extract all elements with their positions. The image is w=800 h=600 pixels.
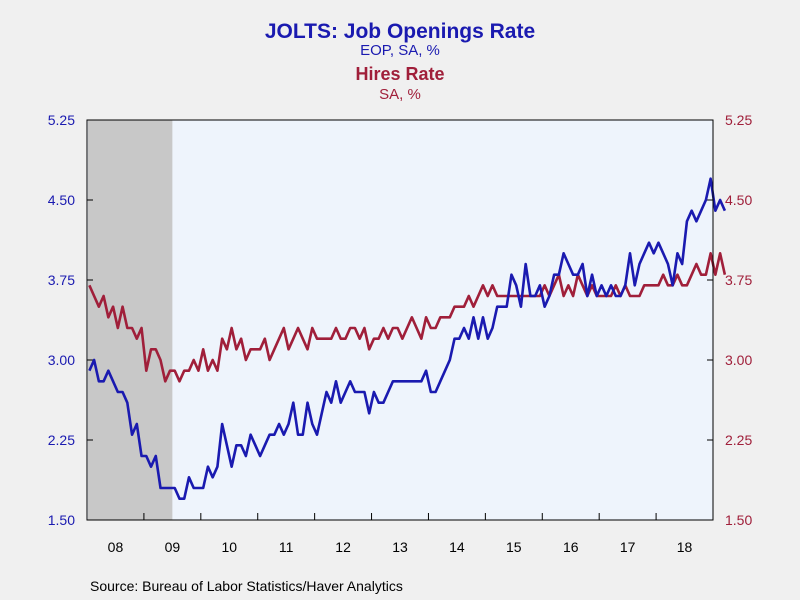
- y-right-tick-label: 3.75: [725, 272, 752, 288]
- x-tick-label: 16: [563, 539, 579, 555]
- y-right-tick-label: 2.25: [725, 432, 752, 448]
- plot-area: [86, 119, 714, 521]
- y-left-tick-label: 3.00: [48, 352, 75, 368]
- x-tick-label: 14: [449, 539, 465, 555]
- chart-subtitle-secondary: SA, %: [379, 86, 421, 103]
- chart-title-secondary: Hires Rate: [355, 64, 445, 84]
- x-tick-label: 18: [677, 539, 693, 555]
- x-tick-label: 10: [221, 539, 237, 555]
- x-tick-label: 12: [335, 539, 351, 555]
- chart-title: JOLTS: Job Openings Rate: [264, 20, 536, 43]
- plot-frame: [86, 119, 714, 521]
- x-tick-label: 11: [279, 539, 294, 555]
- hires-rate-line: [88, 252, 727, 383]
- y-axis-left: 1.50 2.25 3.00 3.75 4.50 5.25: [48, 112, 93, 528]
- recession-shading: [88, 120, 173, 520]
- y-left-tick-label: 3.75: [48, 272, 75, 288]
- x-axis: 08 09 10 11 12 13 14 15 16 17 18: [86, 513, 714, 555]
- y-left-tick-label: 4.50: [48, 192, 75, 208]
- chart-subtitle: EOP, SA, %: [360, 42, 440, 59]
- x-tick-label: 13: [392, 539, 408, 555]
- y-right-tick-label: 1.50: [725, 512, 752, 528]
- series-group: [88, 177, 727, 500]
- y-right-tick-label: 3.00: [725, 352, 752, 368]
- y-left-tick-label: 1.50: [48, 512, 75, 528]
- x-tick-label: 17: [620, 539, 636, 555]
- y-left-tick-label: 2.25: [48, 432, 75, 448]
- y-left-tick-label: 5.25: [48, 112, 75, 128]
- y-axis-right: 1.50 2.25 3.00 3.75 4.50 5.25: [707, 112, 752, 528]
- x-tick-label: 08: [108, 539, 124, 555]
- y-right-tick-label: 4.50: [725, 192, 752, 208]
- job-openings-rate-line: [88, 177, 727, 500]
- x-tick-label: 09: [165, 539, 181, 555]
- y-right-tick-label: 5.25: [725, 112, 752, 128]
- x-tick-label: 15: [506, 539, 522, 555]
- source-note: Source: Bureau of Labor Statistics/Haver…: [90, 578, 403, 594]
